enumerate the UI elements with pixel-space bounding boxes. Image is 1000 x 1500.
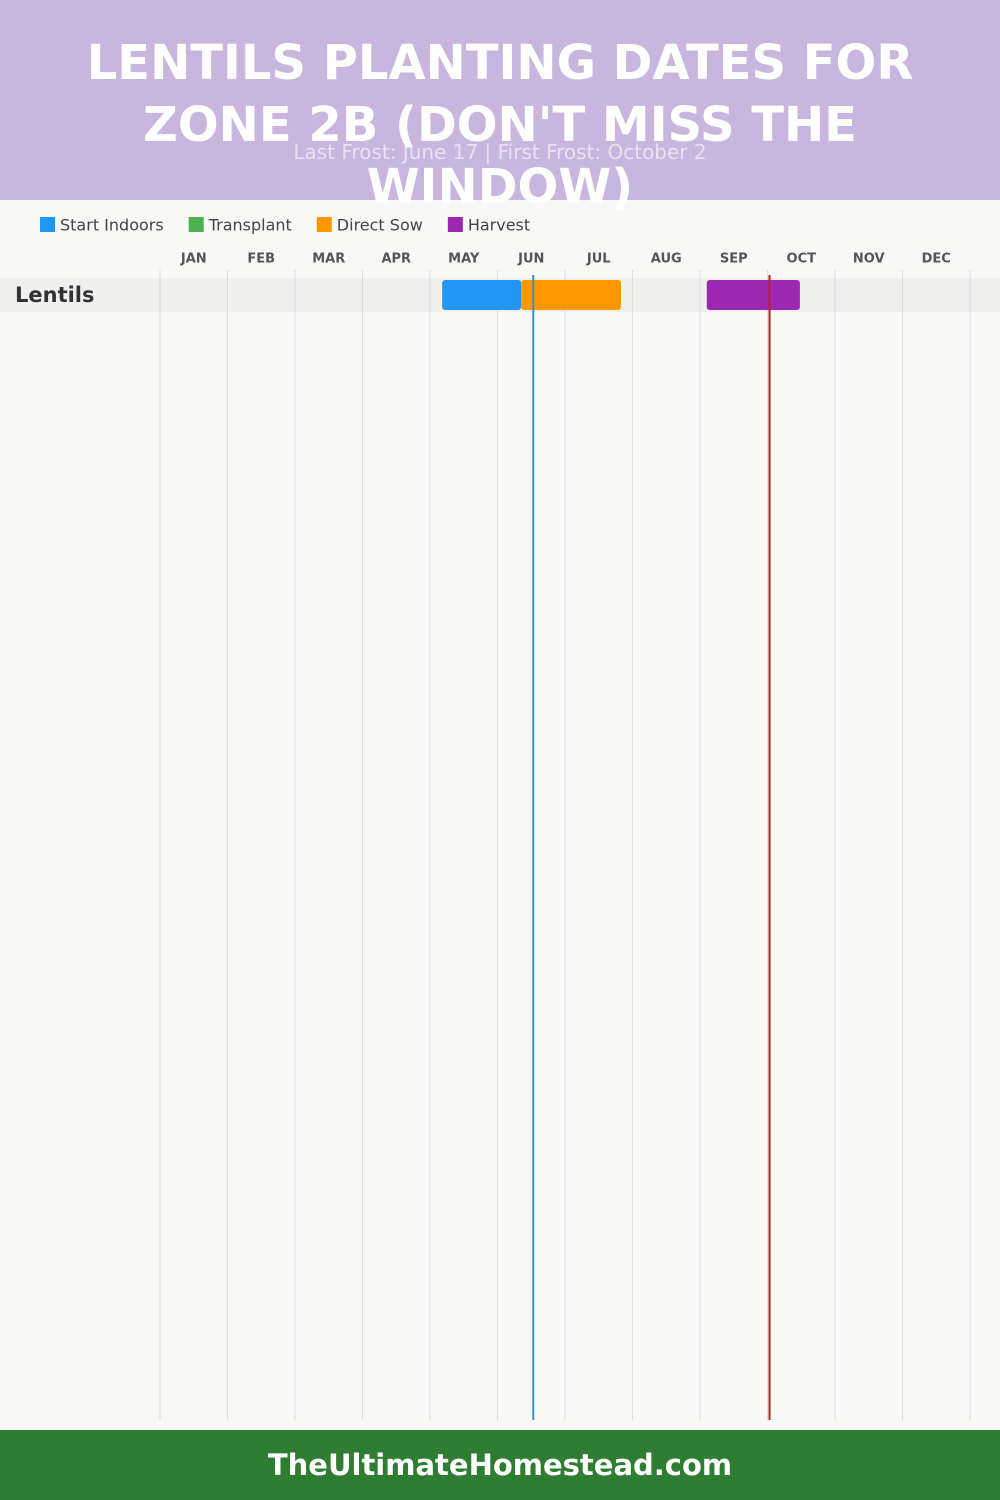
legend-label: Direct Sow [337,216,423,235]
footer: TheUltimateHomestead.com [0,1430,1000,1500]
x-tick-label: JUL [586,252,611,267]
x-tick-label: AUG [651,252,682,267]
title: LENTILS PLANTING DATES FOR ZONE 2B (DON'… [86,35,914,215]
chart: Lentils JAN FEB MAR APR MAY JUN JUL AUG SEP OCT NOV… [0,216,1000,1420]
legend-swatch [40,217,55,232]
bar [521,280,622,310]
x-tick-label: JAN [180,252,207,267]
x-tick-label: MAR [312,252,345,267]
legend-label: Harvest [468,216,530,235]
legend-swatch [447,217,463,232]
x-tick-label: OCT [787,252,817,267]
x-tick-label: APR [381,252,411,267]
legend-label: Start Indoors [60,216,164,235]
header: LENTILS PLANTING DATES FOR ZONE 2B (DON'… [0,0,1000,215]
x-tick-label: DEC [922,252,951,267]
x-tick-label: NOV [853,252,885,267]
x-tick-label: SEP [720,252,748,267]
subtitle: Last Frost: June 17 | First Frost: Octob… [293,140,707,164]
row-label: Lentils [15,283,95,307]
legend-swatch [188,217,204,232]
x-tick-label: MAY [448,252,480,267]
legend-label: Transplant [208,216,292,235]
bar [706,280,800,310]
x-tick-label: JUN [517,252,544,267]
bar [442,280,522,310]
legend-swatch [316,217,332,232]
x-tick-label: FEB [247,252,275,267]
